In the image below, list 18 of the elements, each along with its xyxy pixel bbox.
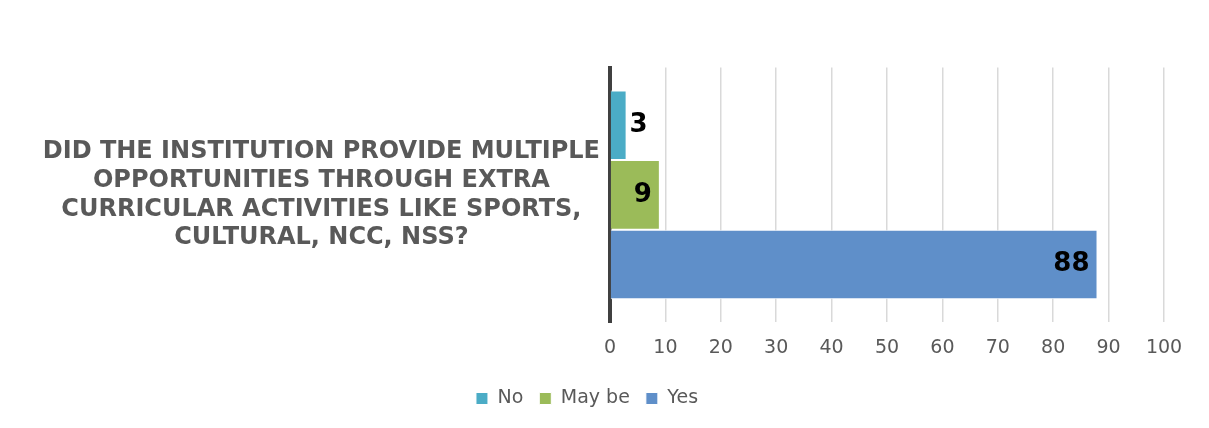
x-tick-label: 80 (1041, 334, 1066, 357)
x-tick-label: 50 (874, 334, 900, 357)
legend-label: Yes (666, 385, 699, 408)
x-tick-label: 70 (985, 334, 1010, 357)
y-tick-label: DID THE INSTITUTION PROVIDE MULTIPLE OPPORTUNITIES THROUGH EXTRA CURRICULAR ACTIVITIES LIKE SPORTS, CULTURAL, NCC, NSS? (42, 135, 600, 251)
x-tick-label: 40 (819, 334, 844, 357)
data-label: 3 (629, 108, 648, 139)
x-tick-label: 0 (603, 334, 617, 357)
x-tick-label: 20 (708, 334, 733, 357)
data-label: 88 (1053, 247, 1090, 278)
data-label: 9 (633, 177, 652, 208)
x-tick-label: 90 (1096, 334, 1121, 357)
x-tick-label: 10 (653, 334, 678, 357)
x-tick-label: 30 (764, 334, 789, 357)
legend-label: May be (560, 385, 630, 408)
x-tick-label: 100 (1145, 334, 1183, 357)
x-tick-label: 60 (930, 334, 955, 357)
legend-label: No (497, 385, 524, 408)
